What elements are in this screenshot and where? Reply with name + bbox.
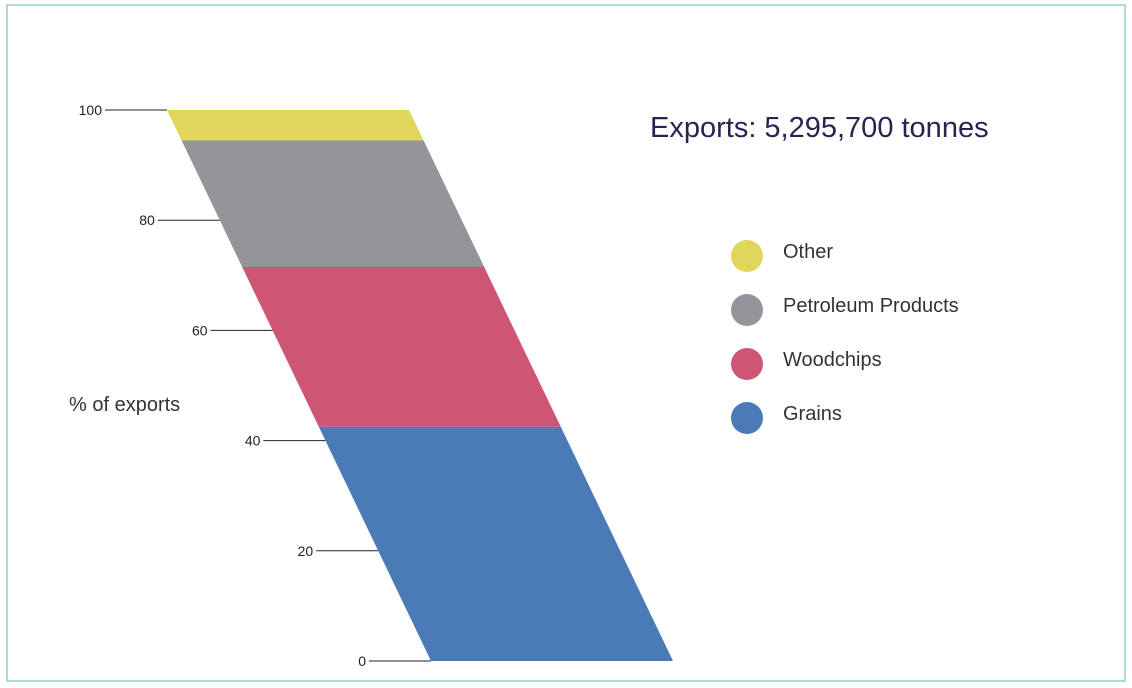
y-axis: 0 20 40 60 80 100: [79, 102, 431, 669]
y-tick-label: 60: [192, 322, 208, 338]
legend-label: Grains: [783, 403, 842, 425]
legend-label: Other: [783, 241, 833, 263]
legend-swatch: [731, 294, 763, 326]
y-tick-label: 40: [245, 433, 261, 449]
y-axis-title: % of exports: [69, 394, 180, 416]
bar-segment-woodchips: [242, 267, 561, 427]
legend-label: Petroleum Products: [783, 295, 959, 317]
chart-title: Exports: 5,295,700 tonnes: [650, 112, 989, 144]
legend-swatch: [731, 402, 763, 434]
bar-segment-other: [167, 110, 424, 141]
legend-label: Woodchips: [783, 349, 882, 371]
y-tick-label: 20: [298, 543, 314, 559]
legend: Other Petroleum Products Woodchips Grains: [731, 240, 959, 434]
bar-segment-petroleum-products: [181, 140, 485, 267]
legend-swatch: [731, 240, 763, 272]
bar-segment-grains: [318, 426, 673, 661]
stacked-bar: [167, 110, 673, 661]
y-tick-label: 100: [79, 102, 103, 118]
y-tick-label: 80: [139, 212, 155, 228]
legend-swatch: [731, 348, 763, 380]
y-tick-label: 0: [358, 653, 366, 669]
